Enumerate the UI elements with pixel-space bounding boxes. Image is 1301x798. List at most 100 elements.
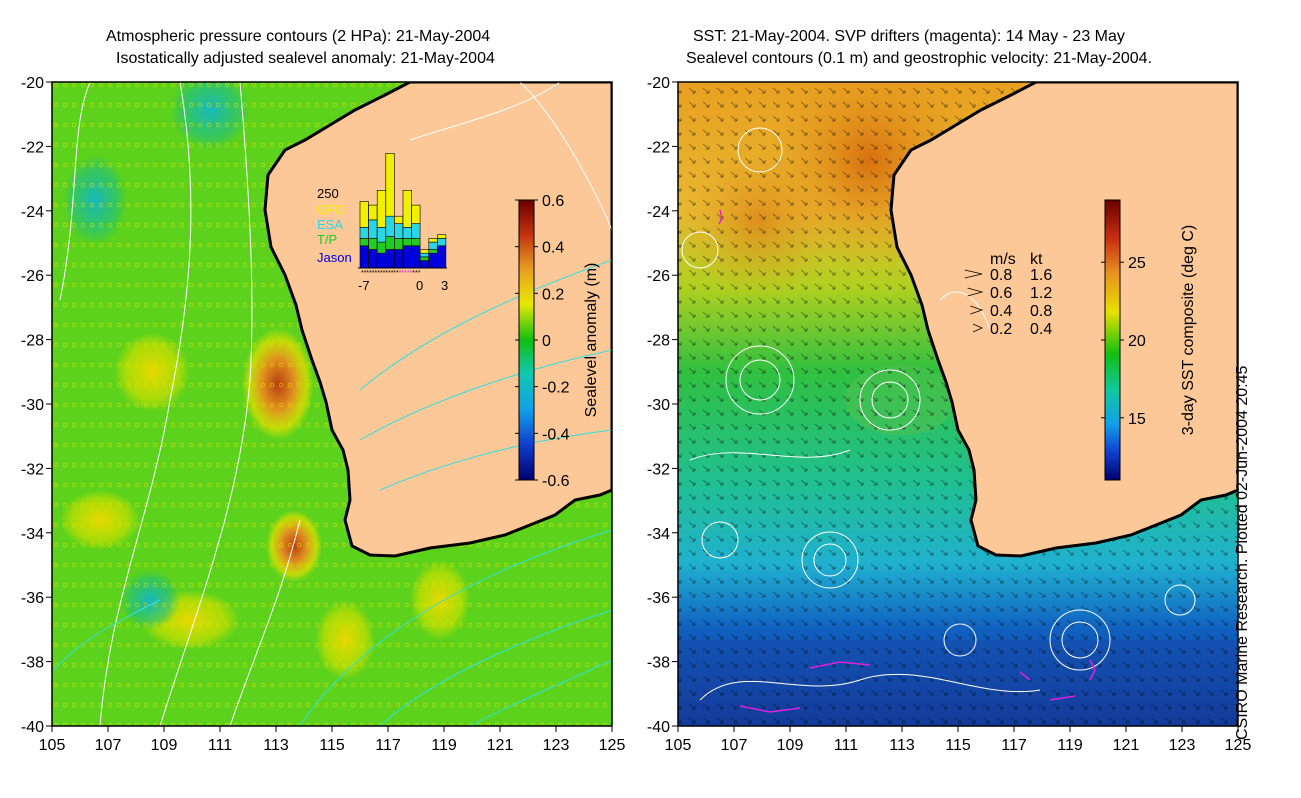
velocity-legend-ms: 0.6 <box>990 285 1012 302</box>
inset-xtick: -7 <box>358 278 370 293</box>
inset-pass-marker: * <box>369 270 372 277</box>
inset-bar-tp <box>394 238 404 250</box>
inset-pass-marker: * <box>418 270 421 277</box>
inset-pass-marker: * <box>364 270 367 277</box>
velocity-legend-ms: 0.4 <box>990 303 1012 320</box>
inset-legend-tp: T/P <box>317 232 337 247</box>
y-tick-label: -22 <box>21 139 44 156</box>
velocity-legend-arrow <box>964 269 983 279</box>
inset-bar-esa <box>411 223 421 239</box>
x-tick-label: 117 <box>1001 737 1027 754</box>
x-tick-label: 119 <box>1057 737 1083 754</box>
inset-pass-marker: * <box>383 270 386 277</box>
velocity-legend-ms: 0.8 <box>990 267 1012 284</box>
inset-pass-marker: * <box>380 270 383 277</box>
inset-pass-marker: * <box>377 270 380 277</box>
inset-pass-marker: * <box>396 270 399 277</box>
inset-bar-tp <box>385 236 395 250</box>
left-title-line2: Isostatically adjusted sealevel anomaly:… <box>116 50 495 67</box>
inset-bar-esa <box>402 227 412 239</box>
inset-bar-gfo <box>385 153 395 217</box>
sealevel-contours <box>681 127 1196 701</box>
x-tick-label: 113 <box>263 737 289 754</box>
inset-pass-marker: * <box>399 270 402 277</box>
velocity-legend-arrow <box>967 287 984 297</box>
sealevel-colorbar <box>518 199 535 481</box>
y-tick-label: -40 <box>21 719 44 736</box>
inset-bar-jason <box>419 260 430 269</box>
y-tick-label: -32 <box>647 461 670 478</box>
inset-pass-marker: * <box>375 270 378 277</box>
x-tick-label: 121 <box>487 737 514 754</box>
velocity-legend-header-ms: m/s <box>990 251 1016 268</box>
inset-bar-jason <box>411 245 421 269</box>
inset-pass-marker: * <box>388 270 391 277</box>
inset-pass-marker: * <box>366 270 369 277</box>
colorbar-tick-label: 0.6 <box>542 193 564 210</box>
inset-pass-marker: * <box>361 270 364 277</box>
inset-bar-gfo <box>437 234 447 239</box>
x-tick-label: 105 <box>665 737 692 754</box>
inset-pass-marker: * <box>404 270 407 277</box>
inset-bar-gfo <box>419 249 430 254</box>
inset-bar-esa <box>419 252 430 258</box>
inset-bar-gfo <box>376 190 387 228</box>
right-title-line1: SST: 21-May-2004. SVP drifters (magenta)… <box>693 28 1125 45</box>
inset-bar-esa <box>394 223 404 239</box>
inset-bar-tp <box>428 249 438 254</box>
inset-bar-esa <box>385 215 395 237</box>
velocity-legend-rows: 0.8 1.60.6 1.20.4 0.80.2 0.4 <box>964 267 1052 338</box>
x-tick-label: 111 <box>208 737 232 754</box>
y-tick-label: -38 <box>21 655 44 672</box>
left-y-axis: -20 -22 -24 -26 -28 -30 -32 -34 -36 -38 -40 <box>21 75 52 736</box>
inset-bar-jason <box>385 249 395 269</box>
y-tick-label: -26 <box>647 268 670 285</box>
x-tick-label: 109 <box>151 737 178 754</box>
inset-pass-marker: * <box>415 270 418 277</box>
x-tick-label: 121 <box>1113 737 1140 754</box>
inset-bar-tp <box>402 238 412 247</box>
pressure-contours-cyan <box>53 259 612 726</box>
sealevel-colorbar-label: Sealevel anomaly (m) <box>583 263 600 418</box>
inset-bar-gfo <box>411 204 421 224</box>
inset-bar-gfo <box>402 190 412 228</box>
colorbar-tick-label: 25 <box>1128 255 1146 272</box>
right-map <box>678 82 1238 726</box>
inset-bar-esa <box>437 238 447 247</box>
velocity-legend-arrow <box>970 305 984 315</box>
inset-xtick: 3 <box>441 278 448 293</box>
altimeter-inset: * * * * * * * * * * * * * * * * * * * * * * 250 GFO ESA T/P J… <box>317 153 448 293</box>
left-title-line1: Atmospheric pressure contours (2 HPa): 2… <box>106 28 491 45</box>
y-tick-label: -38 <box>647 655 670 672</box>
inset-bar-jason <box>428 252 438 269</box>
inset-bar-esa <box>368 219 378 239</box>
inset-bar-gfo <box>359 201 369 228</box>
inset-bar-tp <box>376 241 387 254</box>
inset-bar-jason <box>402 245 412 269</box>
sst-colorbar-label: 3-day SST composite (deg C) <box>1180 225 1197 435</box>
inset-bar-gfo <box>428 238 438 243</box>
y-tick-label: -30 <box>21 397 44 414</box>
inset-bar-jason <box>359 245 369 269</box>
right-y-axis: -20 -22 -24 -26 -28 -30 -32 -34 -36 -38 -40 <box>647 75 678 736</box>
x-tick-label: 109 <box>777 737 804 754</box>
y-tick-label: -36 <box>647 590 670 607</box>
sealevel-colorbar-ticks: 0.6 0.4 0.2 0 -0.2 -0.4 -0.6 <box>515 193 570 490</box>
y-tick-label: -24 <box>647 204 670 221</box>
inset-pass-marker: * <box>412 270 415 277</box>
colorbar-tick-label: 0.4 <box>542 240 564 257</box>
x-tick-label: 123 <box>543 737 570 754</box>
y-tick-label: -28 <box>21 333 44 350</box>
inset-bar-gfo <box>368 204 378 221</box>
credit-text: CSIRO Marine Research. Plotted 02-Jun-20… <box>1234 365 1251 740</box>
x-tick-label: 107 <box>721 737 748 754</box>
inset-bar-esa <box>359 227 369 239</box>
y-tick-label: -20 <box>21 75 44 92</box>
colorbar-tick-label: 0 <box>542 333 551 350</box>
inset-pass-marker: * <box>402 270 405 277</box>
velocity-legend-kt: 1.6 <box>1030 267 1052 284</box>
x-tick-label: 125 <box>599 737 626 754</box>
inset-legend-esa: ESA <box>317 217 343 232</box>
inset-bar-gfo <box>394 215 404 224</box>
pressure-contours-white <box>59 82 612 726</box>
